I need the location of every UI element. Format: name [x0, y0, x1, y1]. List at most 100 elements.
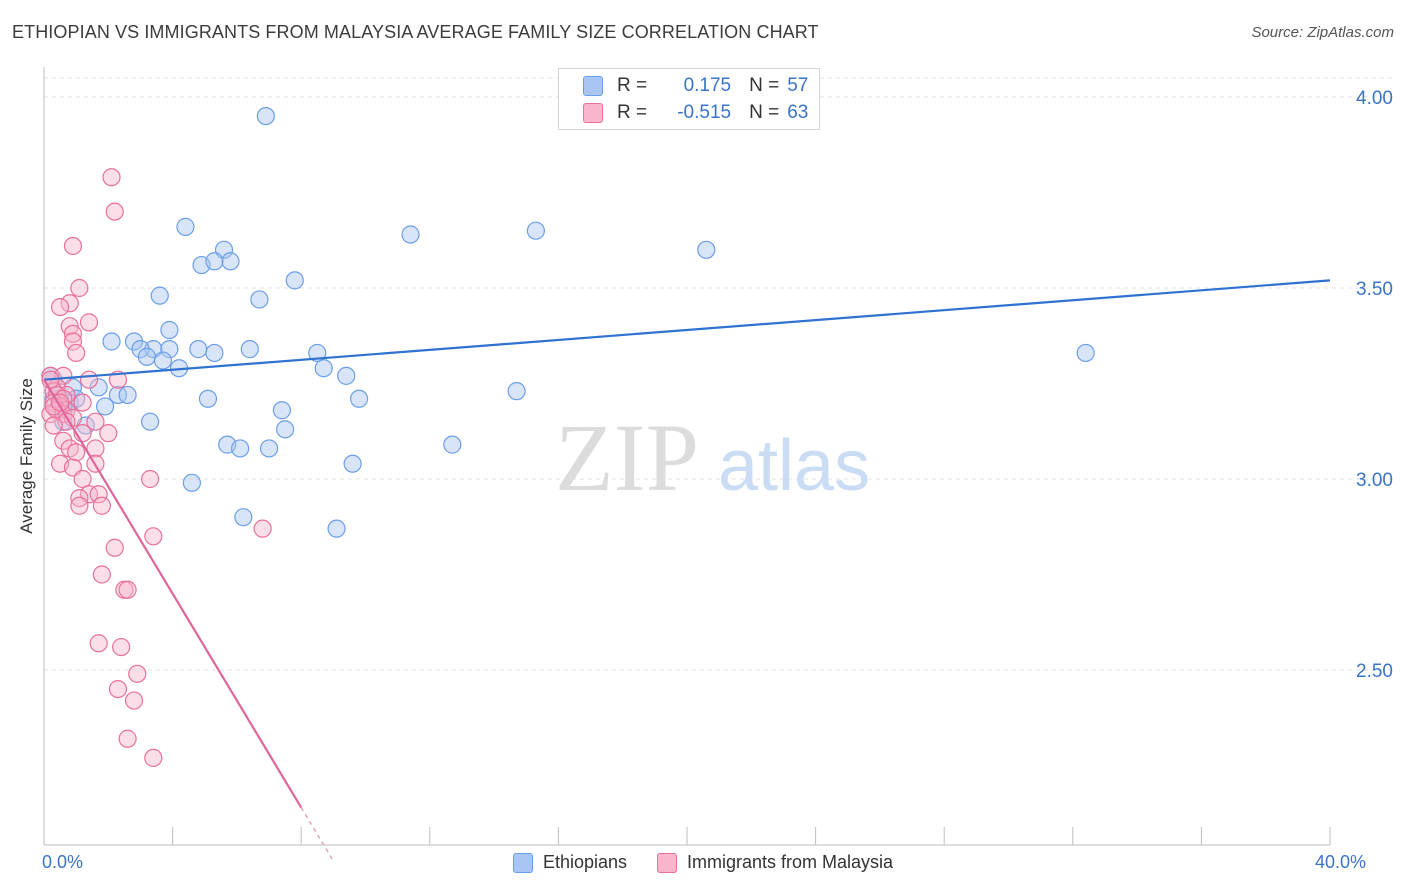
point-malaysia: [92, 496, 111, 515]
x-tick-max: 40.0%: [1314, 852, 1366, 872]
point-malaysia: [89, 485, 108, 504]
point-malaysia: [99, 424, 118, 443]
point-malaysia: [73, 393, 92, 412]
point-malaysia: [63, 332, 83, 351]
point-ethiopians: [443, 435, 462, 454]
point-ethiopians: [118, 385, 137, 405]
point-malaysia: [118, 729, 137, 748]
point-ethiopians: [124, 332, 144, 351]
point-ethiopians: [314, 359, 333, 378]
y-tick-label: 3.50: [1356, 279, 1393, 300]
point-ethiopians: [285, 271, 304, 290]
point-malaysia: [70, 496, 89, 515]
legend-swatch-malaysia: [657, 852, 677, 873]
n-label: N =: [749, 102, 780, 123]
point-malaysia: [112, 637, 131, 657]
point-malaysia: [54, 431, 73, 450]
x-tick-min: 0.0%: [42, 852, 84, 872]
r-label: R =: [617, 102, 648, 123]
legend-label-ethiopians: Ethiopians: [542, 852, 627, 872]
point-ethiopians: [231, 439, 250, 458]
point-ethiopians: [89, 378, 108, 397]
point-ethiopians: [182, 473, 201, 492]
point-ethiopians: [256, 106, 275, 126]
point-ethiopians: [205, 343, 224, 363]
n-value: 57: [787, 75, 809, 96]
point-malaysia: [89, 634, 108, 653]
point-malaysia: [63, 324, 83, 343]
point-malaysia: [124, 691, 144, 710]
point-ethiopians: [137, 347, 156, 366]
source-label: Source: ZipAtlas.com: [1251, 24, 1394, 41]
point-malaysia: [102, 168, 121, 187]
r-value: -0.515: [677, 102, 732, 123]
stats-row-ethiopians: R = 0.175 N = 57: [583, 73, 808, 99]
y-tick-label: 3.00: [1356, 470, 1393, 491]
point-ethiopians: [176, 217, 195, 236]
legend-swatch-ethiopians: [512, 852, 533, 873]
point-malaysia: [67, 343, 86, 363]
point-ethiopians: [95, 397, 115, 416]
point-ethiopians: [349, 389, 369, 408]
point-ethiopians: [276, 420, 295, 439]
trendline-malaysia: [43, 379, 303, 809]
point-ethiopians: [507, 382, 526, 401]
point-ethiopians: [697, 240, 716, 259]
point-malaysia: [70, 489, 89, 508]
point-ethiopians: [343, 454, 362, 473]
point-malaysia: [92, 565, 111, 584]
legend-label-malaysia: Immigrants from Malaysia: [687, 852, 894, 872]
legend: Ethiopians Immigrants from Malaysia: [0, 852, 1406, 873]
point-malaysia: [79, 313, 99, 332]
point-malaysia: [60, 294, 79, 313]
watermark-atlas: atlas: [718, 426, 870, 506]
point-ethiopians: [240, 340, 259, 359]
n-value: 63: [787, 102, 809, 123]
point-malaysia: [108, 370, 128, 389]
point-malaysia: [140, 469, 160, 489]
watermark-zip: ZIP: [555, 404, 699, 511]
point-malaysia: [63, 236, 83, 256]
y-tick-label: 2.50: [1356, 661, 1393, 682]
y-tick-label: 4.00: [1356, 88, 1393, 109]
point-malaysia: [67, 443, 86, 462]
legend-item-malaysia[interactable]: Immigrants from Malaysia: [657, 852, 893, 873]
stats-swatch-ethiopians: [583, 76, 603, 96]
point-malaysia: [86, 439, 105, 458]
point-ethiopians: [140, 412, 160, 431]
trendline-malaysia-extension: [300, 807, 334, 862]
stats-row-malaysia: R = -0.515 N = 63: [583, 100, 808, 126]
point-malaysia: [118, 580, 137, 599]
point-malaysia: [128, 664, 147, 683]
point-malaysia: [44, 416, 63, 435]
point-ethiopians: [153, 351, 173, 370]
legend-item-ethiopians[interactable]: Ethiopians: [512, 852, 627, 873]
point-ethiopians: [272, 401, 292, 420]
point-ethiopians: [250, 290, 269, 309]
point-ethiopians: [150, 286, 169, 305]
point-malaysia: [86, 412, 105, 431]
point-malaysia: [105, 538, 124, 557]
point-malaysia: [73, 469, 92, 489]
point-ethiopians: [337, 366, 356, 385]
stats-box: R = 0.175 N = 57 R = -0.515 N = 63: [558, 68, 820, 130]
point-malaysia: [70, 278, 89, 298]
chart-title: ETHIOPIAN VS IMMIGRANTS FROM MALAYSIA AV…: [12, 22, 819, 42]
point-ethiopians: [205, 252, 224, 271]
point-malaysia: [144, 527, 163, 546]
point-ethiopians: [526, 221, 545, 240]
trendline-ethiopians: [43, 279, 1331, 381]
point-ethiopians: [1076, 343, 1095, 363]
point-ethiopians: [234, 508, 253, 527]
r-label: R =: [617, 75, 648, 96]
point-malaysia: [105, 202, 124, 221]
point-ethiopians: [160, 340, 179, 359]
point-malaysia: [108, 679, 128, 699]
point-malaysia: [50, 298, 70, 317]
point-ethiopians: [131, 340, 150, 359]
point-ethiopians: [189, 340, 208, 359]
point-ethiopians: [108, 385, 128, 405]
point-ethiopians: [259, 439, 279, 458]
point-malaysia: [79, 370, 99, 389]
